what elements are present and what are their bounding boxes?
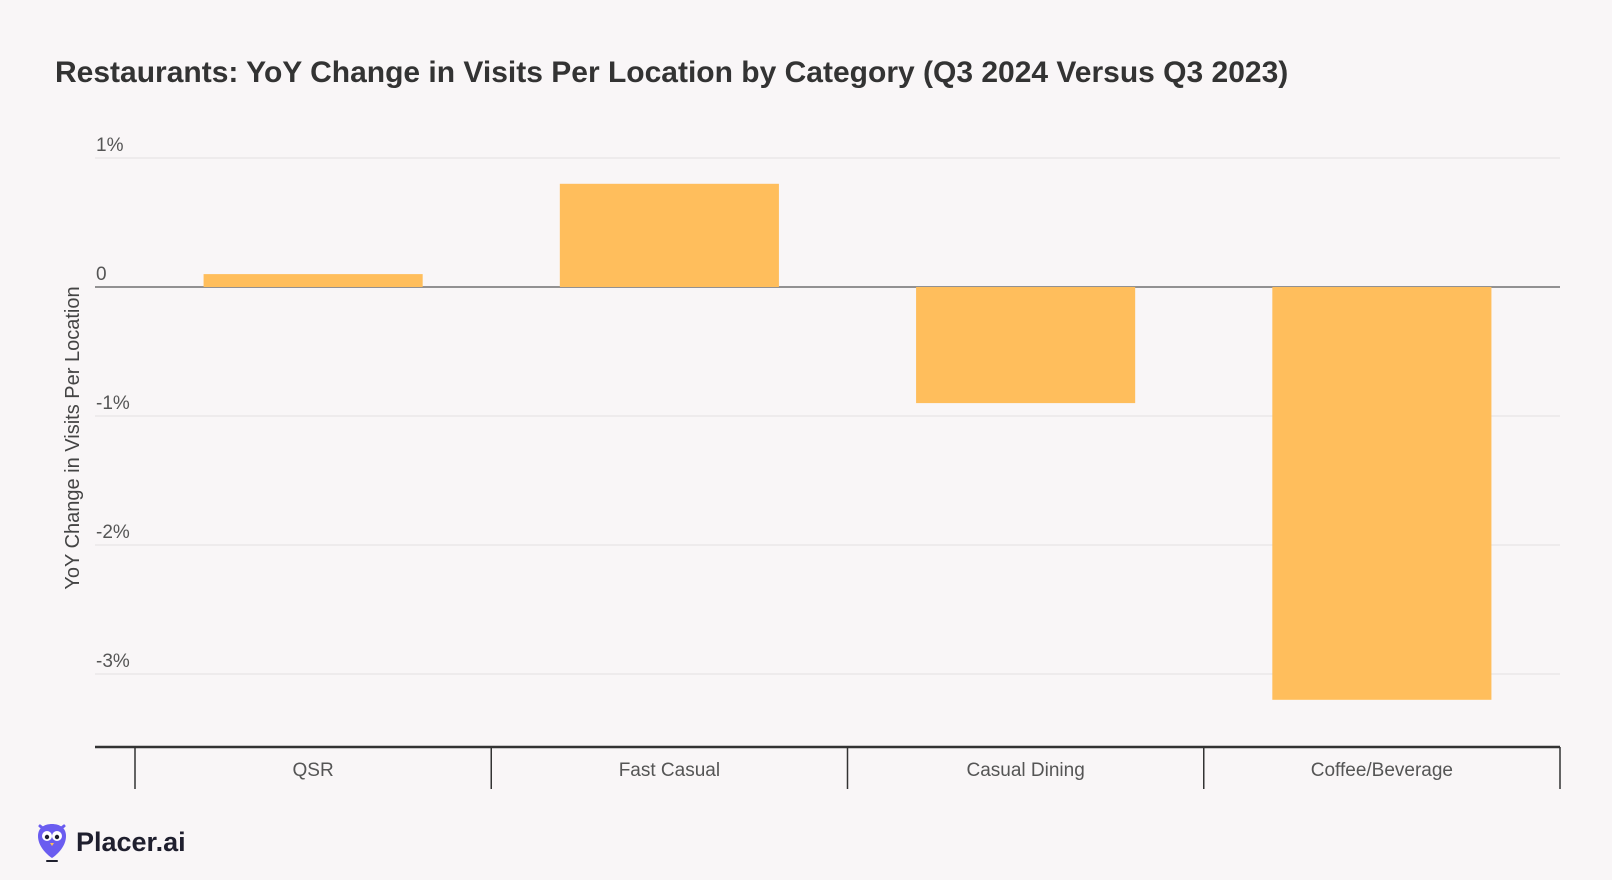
y-axis-title: YoY Change in Visits Per Location bbox=[62, 286, 84, 589]
x-tick-label: Fast Casual bbox=[619, 760, 720, 781]
placer-logo: Placer.ai bbox=[36, 820, 186, 864]
x-tick-label: QSR bbox=[293, 760, 334, 781]
x-tick-label: Casual Dining bbox=[966, 760, 1084, 781]
bar-qsr bbox=[203, 274, 423, 287]
owl-icon bbox=[38, 824, 66, 862]
y-tick-label: 1% bbox=[96, 135, 124, 156]
y-tick-label: -1% bbox=[96, 393, 130, 414]
y-tick-label: 0 bbox=[96, 264, 107, 285]
chart-title: Restaurants: YoY Change in Visits Per Lo… bbox=[55, 56, 1289, 89]
bar-casual-dining bbox=[916, 287, 1136, 404]
y-tick-labels: 1% 0 -1% -2% -3% bbox=[96, 135, 130, 672]
x-tick-label: Coffee/Beverage bbox=[1311, 760, 1453, 781]
x-axis: QSR Fast Casual Casual Dining Coffee/Bevera… bbox=[95, 745, 1561, 789]
y-tick-label: -2% bbox=[96, 522, 130, 543]
brand-name: Placer.ai bbox=[76, 826, 186, 857]
bars bbox=[203, 183, 1492, 700]
y-tick-label: -3% bbox=[96, 651, 130, 672]
bar-fast-casual bbox=[559, 183, 779, 287]
bar-coffee-beverage bbox=[1272, 287, 1492, 700]
